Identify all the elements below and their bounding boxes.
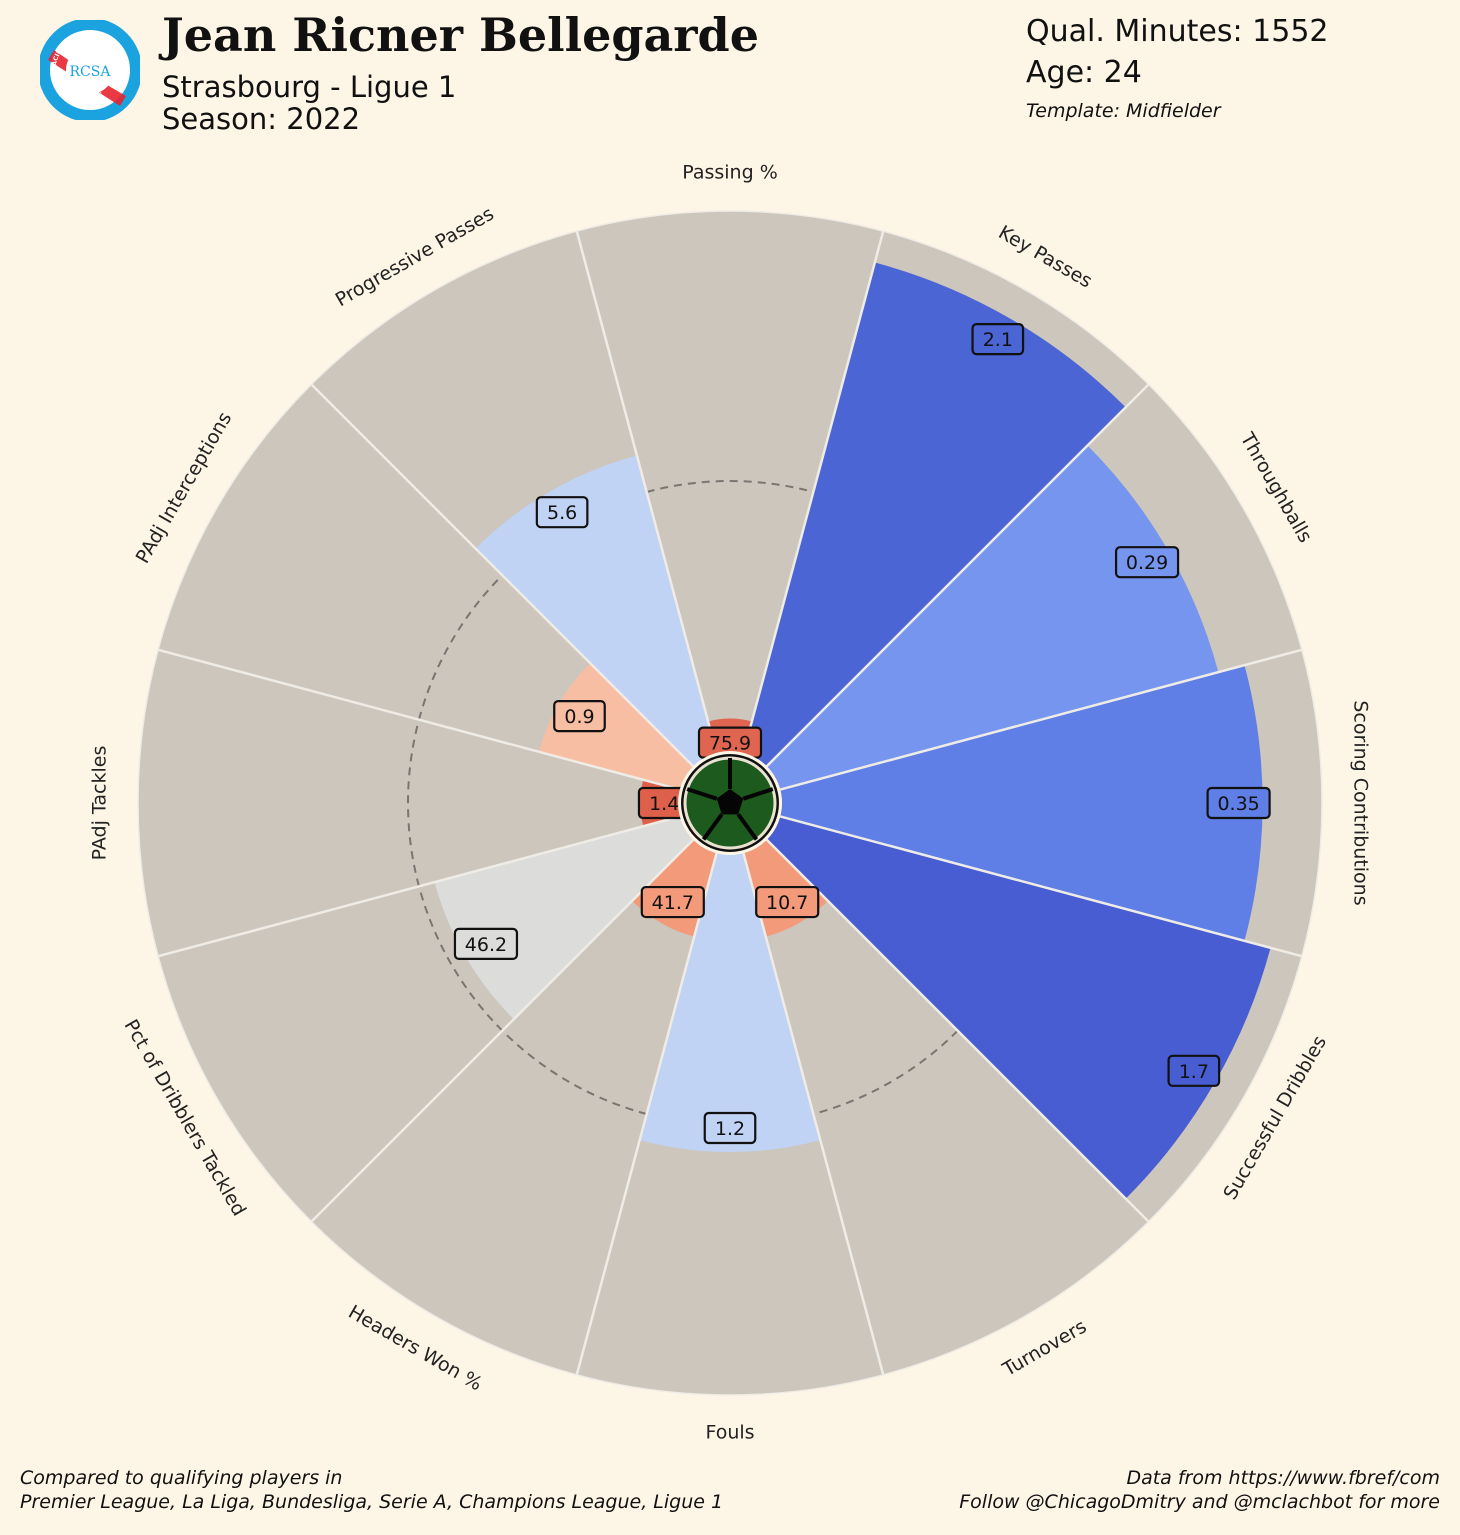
value-label-fouls: 1.2 [703,1111,757,1145]
value-label-text: 75.9 [709,733,751,755]
ball-seam [701,813,724,841]
template-label: Template: Midfielder [1026,100,1221,122]
soccer-ball-icon [678,751,782,855]
value-label-headers-won: 41.7 [640,885,705,919]
separator-line [310,383,695,768]
background-slice-padj-interceptions [158,384,694,790]
value-label-scoring-contributions: 0.35 [1206,786,1271,820]
value-label-text: 5.6 [547,502,577,524]
credits-note: Data from https://www.fbref/com Follow @… [959,1466,1440,1514]
value-label-box [703,1111,757,1145]
ball-seam [742,787,774,801]
value-label-passing: 75.9 [697,726,763,759]
logo-bottom-text: ALSACE [76,91,103,100]
value-slice-successful-dribbles [766,816,1271,1199]
svg-text:ALSACE: ALSACE [76,91,103,100]
value-label-throughballs: 0.29 [1114,546,1180,579]
separator-line [765,838,1150,1223]
reference-arc-padj-tackles [407,719,420,887]
category-label-passing: Passing % [682,162,778,184]
club-logo: RCSA RACING CLUB DE STRASBOURG ALSACE [38,18,142,122]
value-slice-scoring-contributions [780,665,1263,941]
reference-arc-passing [646,480,814,493]
reference-arc-padj-interceptions [418,574,504,720]
separator-line [575,852,718,1376]
separator-line [742,230,885,754]
value-label-box [755,885,820,919]
value-label-box [640,885,705,919]
reference-arc-turnovers [813,1029,959,1115]
ball-center-patch [716,789,744,815]
comparison-line-1: Compared to qualifying players in [20,1467,343,1489]
category-label-scoring-contributions: Scoring Contributions [1350,700,1372,905]
background-slice-headers-won [311,839,717,1375]
value-label-text: 1.7 [1179,1061,1209,1083]
player-age: Age: 24 [1026,55,1142,90]
outer-ring [137,210,1323,1396]
team-league: Strasbourg - Ligue 1 [162,70,457,104]
season: Season: 2022 [162,102,361,136]
separator-line [779,648,1303,791]
value-label-turnovers: 10.7 [755,885,820,919]
value-labels: 75.9 2.1 0.29 0.35 1.7 10.7 1.2 41.7 46.2 1.4 0.9 5… [453,323,1271,1145]
comparison-note: Compared to qualifying players in Premie… [20,1466,723,1514]
separator-line [157,648,681,791]
value-slice-fouls [639,853,821,1152]
value-label-text: 2.1 [983,329,1013,351]
value-label-text: 1.4 [649,793,679,815]
value-slice-progressive-passes [475,455,717,767]
ball-seam [686,787,718,801]
value-label-key-passes: 2.1 [971,323,1025,356]
value-label-box [553,699,606,733]
separator-line [575,230,718,754]
value-label-box [1114,546,1180,579]
category-label-turnovers: Turnovers [998,1315,1090,1381]
category-label-fouls: Fouls [705,1422,754,1444]
comparison-line-2: Premier League, La Liga, Bundesliga, Ser… [20,1491,724,1513]
category-label-padj-tackles: PAdj Tackles [89,746,111,861]
separator-line [742,852,885,1376]
value-label-text: 1.2 [715,1118,745,1140]
value-label-padj-interceptions: 0.9 [553,699,606,733]
separator-line [765,383,1150,768]
value-label-box [971,323,1025,356]
follow-note: Follow @ChicagoDmitry and @mclachbot for… [959,1491,1440,1513]
reference-ring [407,480,959,1115]
qualifying-minutes: Qual. Minutes: 1552 [1026,14,1329,49]
ball-seam [736,813,759,841]
value-label-pct-of-dribblers-tackled: 46.2 [453,927,519,961]
value-label-padj-tackles: 1.4 [637,786,691,820]
value-label-successful-dribbles: 1.7 [1167,1054,1221,1087]
logo-monogram: RCSA [70,64,112,80]
separator-line [157,815,681,958]
separator-line [779,815,1303,958]
background-slice-turnovers [743,839,1149,1375]
value-slice-padj-interceptions [538,663,694,790]
value-slice-pct-of-dribblers-tackled [434,816,694,1020]
value-label-progressive-passes: 5.6 [535,496,589,529]
value-label-text: 10.7 [766,892,808,914]
reference-arc-headers-won [501,1029,647,1115]
value-label-text: 46.2 [465,934,507,956]
reference-arc-pct-of-dribblers-tackled [418,886,504,1032]
value-label-text: 0.35 [1217,793,1259,815]
value-label-box [535,496,589,529]
value-slice-throughballs [766,445,1219,790]
value-slice-key-passes [743,262,1126,767]
value-label-text: 0.29 [1126,552,1168,574]
player-name: Jean Ricner Bellegarde [162,8,759,62]
slice-separators [137,210,1323,1396]
value-label-box [1167,1054,1221,1087]
value-label-box [1206,786,1271,820]
value-label-text: 0.9 [564,706,594,728]
value-label-box [453,927,519,961]
separator-line [310,838,695,1223]
data-source: Data from https://www.fbref/com [1126,1467,1440,1489]
value-label-text: 41.7 [652,892,694,914]
